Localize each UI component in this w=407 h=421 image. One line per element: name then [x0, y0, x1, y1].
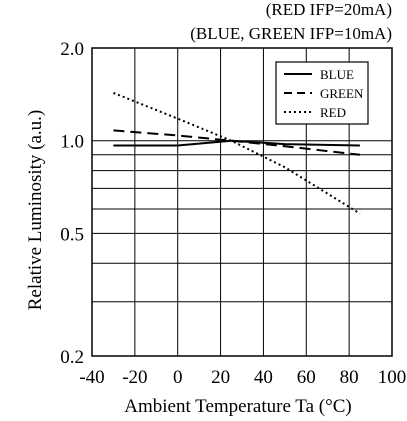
chart-condition-blue-green: (BLUE, GREEN IFP=10mA) [190, 24, 392, 43]
chart-condition-red: (RED IFP=20mA) [266, 0, 392, 19]
series-line-red [113, 91, 361, 215]
series-line-green [113, 129, 361, 156]
legend: BLUE GREEN RED [275, 61, 369, 125]
y-axis-label: Relative Luminosity (a.u.) [25, 110, 46, 311]
y-tick-label: 1.0 [60, 132, 84, 153]
x-tick-label: 80 [340, 367, 359, 388]
legend-label-red: RED [320, 105, 346, 120]
legend-label-green: GREEN [320, 86, 364, 101]
x-tick-label: -40 [79, 367, 104, 388]
x-tick-label: -20 [122, 367, 147, 388]
tick-labels: -40 -20 0 20 40 60 80 100 0.2 0.5 1.0 2.0 [60, 39, 406, 388]
series-line-blue [113, 139, 360, 147]
x-tick-label: 60 [297, 367, 316, 388]
x-tick-label: 100 [378, 367, 407, 388]
y-tick-label: 0.2 [60, 347, 84, 368]
x-axis-label: Ambient Temperature Ta (°C) [124, 396, 351, 417]
series-layer [113, 91, 361, 215]
y-tick-label: 0.5 [60, 224, 84, 245]
plot-frame [91, 47, 393, 357]
y-tick-label: 2.0 [60, 39, 84, 60]
x-tick-label: 40 [254, 367, 273, 388]
x-tick-label: 0 [173, 367, 183, 388]
legend-label-blue: BLUE [320, 67, 354, 82]
x-tick-label: 20 [211, 367, 230, 388]
